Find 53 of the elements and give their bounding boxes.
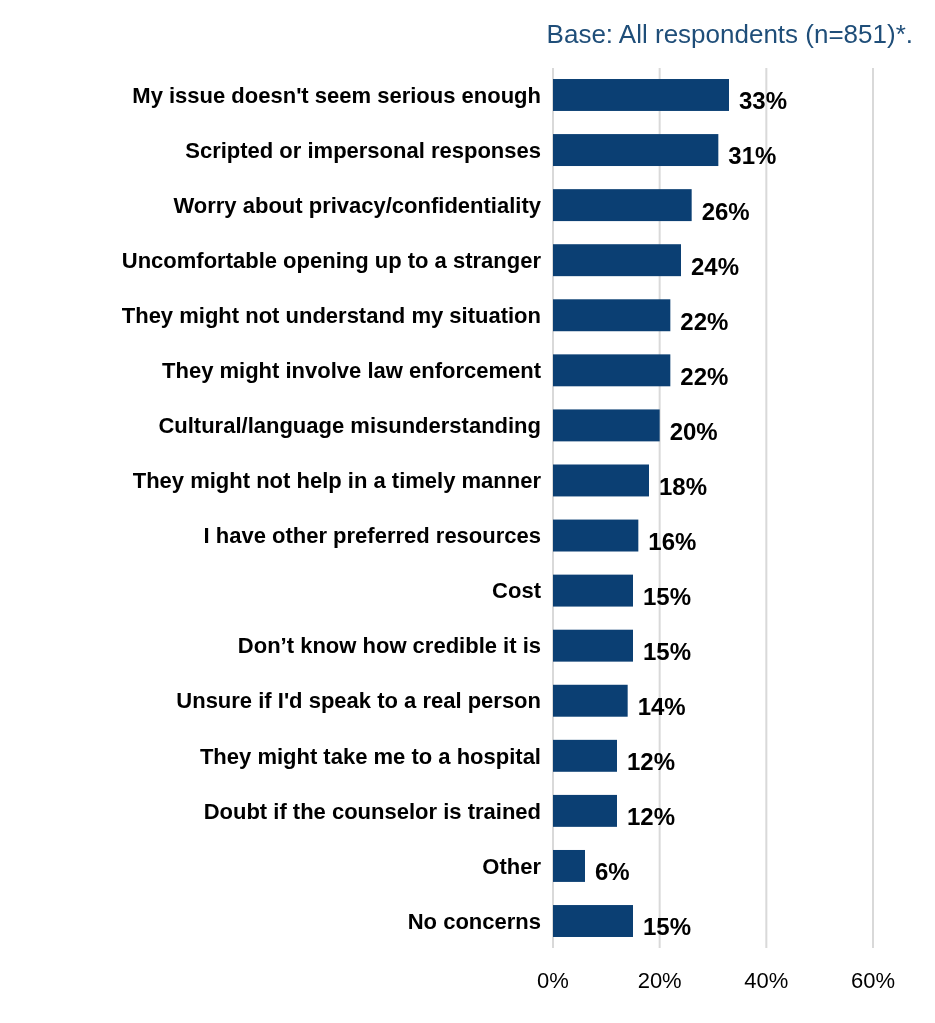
- data-label: 33%: [739, 87, 788, 115]
- bar: [553, 464, 649, 497]
- data-label: 16%: [648, 527, 697, 555]
- data-label: 15%: [643, 913, 692, 941]
- y-tick-label: Unsure if I'd speak to a real person: [176, 688, 541, 714]
- y-tick-label: My issue doesn't seem serious enough: [132, 82, 541, 108]
- y-tick-label: Scripted or impersonal responses: [185, 137, 541, 163]
- bar: [553, 849, 585, 882]
- data-label: 18%: [659, 472, 708, 500]
- bar: [553, 519, 639, 552]
- y-tick-label: They might not understand my situation: [121, 302, 541, 328]
- data-label: 15%: [643, 583, 692, 610]
- data-label: 22%: [680, 362, 729, 390]
- data-label: 22%: [680, 307, 729, 335]
- data-label: 14%: [637, 693, 686, 721]
- data-label: 20%: [669, 417, 718, 445]
- bar: [553, 684, 628, 717]
- y-tick-label: Doubt if the counselor is trained: [203, 798, 541, 824]
- y-tick-label: Cultural/language misunderstanding: [158, 413, 541, 439]
- bar: [553, 354, 671, 387]
- y-tick-label: They might involve law enforcement: [162, 358, 542, 384]
- y-tick-label: Worry about privacy/confidentiality: [173, 192, 542, 218]
- data-label: 24%: [691, 252, 740, 280]
- x-tick-label: 60%: [850, 968, 896, 993]
- bar: [553, 739, 617, 772]
- y-tick-label: Other: [482, 853, 542, 879]
- bar: [553, 134, 719, 167]
- data-label: 6%: [595, 858, 630, 886]
- bar: [553, 629, 633, 662]
- chart-subtitle: Base: All respondents (n=851)*.: [546, 19, 913, 49]
- bar: [553, 794, 617, 827]
- x-tick-label: 0%: [537, 968, 569, 993]
- y-tick-label: Uncomfortable opening up to a stranger: [121, 247, 542, 273]
- bar: [553, 409, 660, 442]
- x-tick-label: 20%: [637, 968, 682, 993]
- data-label: 15%: [643, 638, 692, 666]
- data-label: 26%: [701, 197, 750, 225]
- y-tick-label: I have other preferred resources: [203, 523, 541, 549]
- y-tick-label: No concerns: [407, 908, 541, 934]
- bar: [553, 244, 681, 277]
- y-tick-label: Cost: [492, 578, 542, 604]
- bar: [553, 189, 692, 222]
- bar: [553, 574, 633, 607]
- data-label: 31%: [728, 142, 777, 170]
- y-tick-label: They might take me to a hospital: [199, 743, 541, 769]
- data-label: 12%: [627, 748, 676, 776]
- bar: [553, 299, 671, 332]
- bar: [553, 79, 729, 111]
- x-tick-label: 40%: [744, 968, 789, 993]
- data-label: 12%: [627, 803, 676, 831]
- bar: [553, 905, 633, 937]
- y-tick-label: They might not help in a timely manner: [132, 468, 542, 494]
- y-tick-label: Don’t know how credible it is: [237, 633, 541, 659]
